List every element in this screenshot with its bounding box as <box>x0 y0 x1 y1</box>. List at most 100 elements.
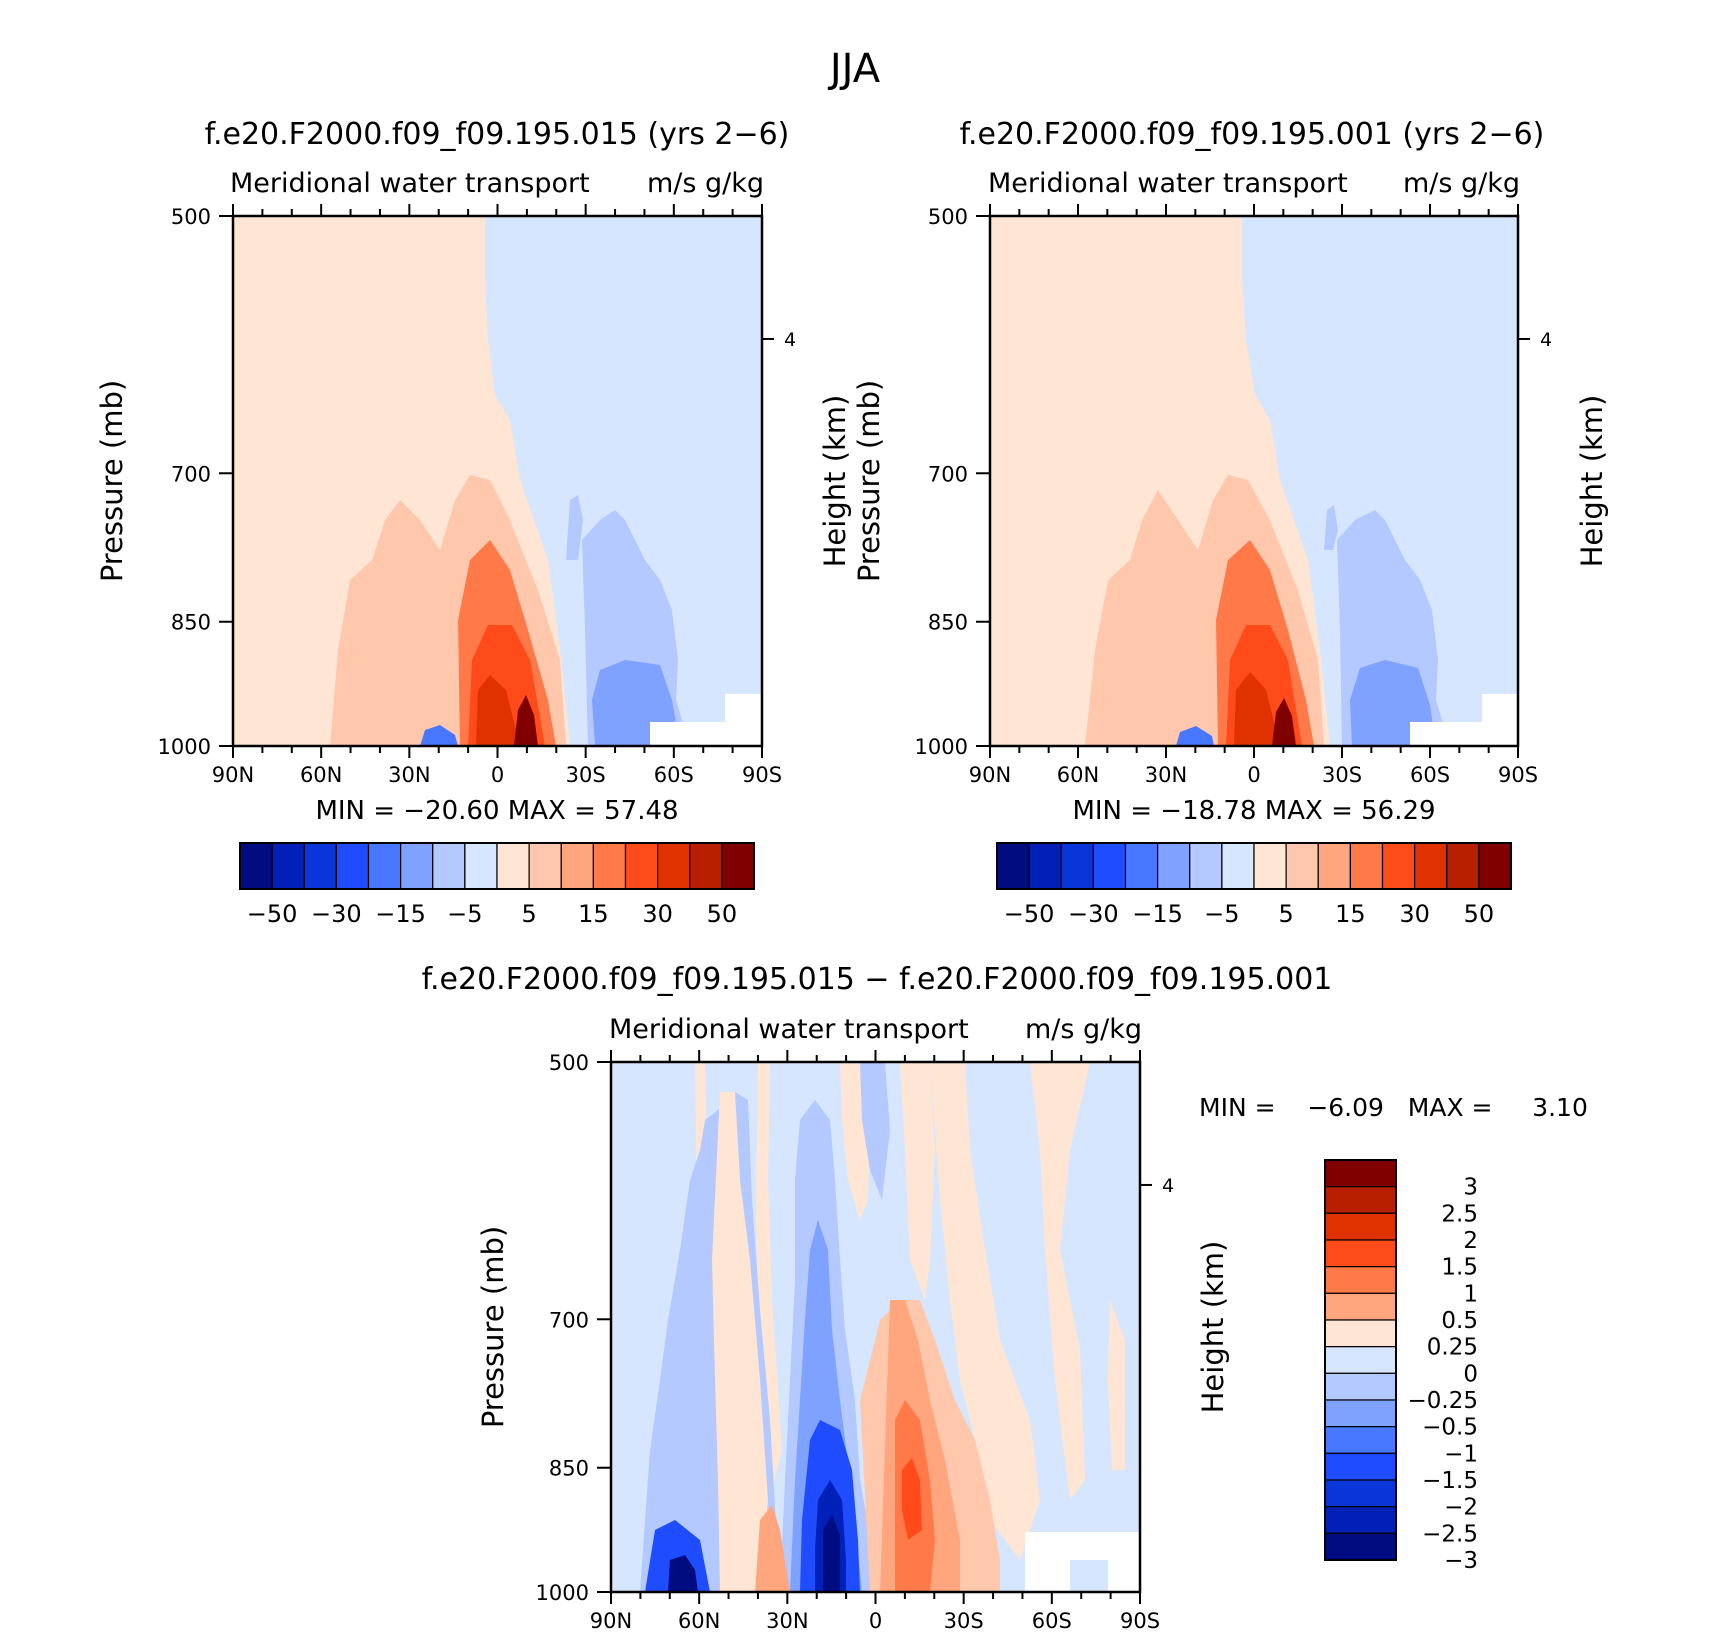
panel-3-colorbar-label: −2.5 <box>1422 1521 1478 1547</box>
panel-3-colorbar-swatch <box>1324 1346 1397 1374</box>
panel-1-right-tick-label: 4 <box>784 329 796 351</box>
panel-2-y-tick-label: 500 <box>928 205 968 229</box>
panel-1-colorbar-swatch <box>657 842 691 890</box>
panel-1-region-negative-small <box>566 495 583 560</box>
panel-3-colorbar-label: −3 <box>1444 1548 1478 1574</box>
panel-2-colorbar-swatch <box>1028 842 1062 890</box>
panel-2-x-tick-label: 60N <box>1057 763 1099 787</box>
panel-1-colorbar-label: 50 <box>707 900 738 928</box>
panel-2-region-missing <box>1410 694 1518 746</box>
panel-3-colorbar-label: −1.5 <box>1422 1468 1478 1494</box>
panel-2-y-axis-label: Pressure (mb) <box>852 380 886 582</box>
panel-1-colorbar-swatch <box>303 842 337 890</box>
panel-1-x-tick-label: 0 <box>491 763 504 787</box>
panel-1-colorbar-swatch <box>464 842 498 890</box>
panel-3-band-positive-d <box>900 1062 935 1300</box>
panel-1-contours <box>233 216 762 746</box>
panel-3-colorbar-swatch <box>1324 1479 1397 1508</box>
panel-1: f.e20.F2000.f09_f09.195.015 (yrs 2−6) Me… <box>95 117 852 928</box>
panel-3-band-positive-f <box>1030 1062 1090 1500</box>
panel-1-colorbar-label: 15 <box>578 900 609 928</box>
panel-1-right-axis-label: Height (km) <box>818 395 852 568</box>
figure-title: JJA <box>827 46 881 92</box>
panel-2-colorbar-label: −50 <box>1004 900 1055 928</box>
panel-3-right-tick-label: 4 <box>1162 1175 1174 1197</box>
panel-1-colorbar-swatch <box>560 842 594 890</box>
panel-3-y-axis-label: Pressure (mb) <box>476 1226 510 1428</box>
panel-2-y-tick-label: 700 <box>928 462 968 486</box>
panel-2-colorbar: −50 −30 −15 −5 5 15 30 50 <box>996 842 1512 928</box>
panel-3-colorbar-label: −1 <box>1444 1441 1478 1467</box>
panel-3-region-surface-minimum <box>668 1555 698 1592</box>
panel-1-region-missing <box>650 694 762 746</box>
panel-1-colorbar-swatch <box>335 842 370 890</box>
panel-3-colorbar-frame <box>1324 1159 1397 1561</box>
panel-3-colorbar-swatch <box>1324 1159 1397 1188</box>
panel-3-y-tick-label: 700 <box>549 1308 589 1332</box>
panel-1-colorbar-swatch <box>400 842 434 890</box>
panel-2-colorbar-swatch <box>1349 842 1384 890</box>
panel-2-colorbar-swatch <box>1285 842 1319 890</box>
panel-1-colorbar-swatch <box>592 842 627 890</box>
panel-2-title: f.e20.F2000.f09_f09.195.001 (yrs 2−6) <box>960 117 1545 152</box>
panel-3-band-positive-h <box>712 1092 768 1592</box>
panel-1-x-tick-label: 60N <box>300 763 342 787</box>
panel-1-region-surface-negative <box>420 725 458 746</box>
panel-3-region-missing-a <box>1025 1532 1070 1592</box>
panel-3-y-tick-label: 850 <box>549 1457 589 1481</box>
panel-3-contours <box>611 1062 1140 1592</box>
panel-3-band-positive-e <box>930 1062 1040 1560</box>
panel-3-region-positive-15 <box>902 1458 922 1540</box>
panel-2-colorbar-swatch <box>1221 842 1255 890</box>
panel-1-colorbar-swatch <box>721 842 755 890</box>
panel-1-y-tick-label: 1000 <box>158 735 211 759</box>
panel-1-colorbar-swatch <box>624 842 659 890</box>
panel-1-x-tick-label: 90N <box>212 763 254 787</box>
panel-2-colorbar-label: 50 <box>1464 900 1495 928</box>
panel-3-right-axis-label: Height (km) <box>1196 1241 1230 1414</box>
panel-1-colorbar-swatch <box>689 842 723 890</box>
panel-2-x-tick-label: 60S <box>1410 763 1450 787</box>
panel-2: f.e20.F2000.f09_f09.195.001 (yrs 2−6) Me… <box>852 117 1609 928</box>
panel-3-x-tick-label: 60S <box>1032 1609 1072 1633</box>
panel-3-colorbar-label: 0.5 <box>1441 1308 1478 1334</box>
panel-2-colorbar-swatch <box>1414 842 1448 890</box>
panel-3-x-tick-label: 60N <box>678 1609 720 1633</box>
panel-3-region-minimum <box>823 1515 840 1592</box>
panel-3-band-positive-g <box>1108 1300 1125 1470</box>
panel-2-x-tick-label: 30N <box>1145 763 1187 787</box>
panel-1-region-weak-negative <box>485 216 762 746</box>
panel-2-y-tick-label: 850 <box>928 611 968 635</box>
panel-2-colorbar-label: 30 <box>1399 900 1430 928</box>
panel-3-min-max: MIN = −6.09 MAX = 3.10 <box>1199 1093 1588 1122</box>
panel-3-colorbar-swatch <box>1324 1186 1397 1214</box>
panel-3-colorbar-label: −0.5 <box>1422 1415 1478 1441</box>
panel-2-region-negative-small <box>1324 505 1338 550</box>
panel-2-min-max: MIN = −18.78 MAX = 56.29 <box>1072 796 1435 826</box>
panel-3-x-tick-label: 30N <box>766 1609 808 1633</box>
panel-1-colorbar-label: −5 <box>447 900 482 928</box>
panel-3-region-surface-positive <box>755 1505 790 1592</box>
panel-2-region-positive-40 <box>1234 672 1280 746</box>
panel-3-colorbar-label: 0 <box>1463 1361 1478 1387</box>
panel-1-colorbar-swatch <box>367 842 402 890</box>
panel-1-colorbar-swatch <box>239 842 273 890</box>
panel-2-x-tick-label: 90S <box>1498 763 1538 787</box>
panel-1-x-tick-label: 90S <box>742 763 782 787</box>
panel-3-x-tick-label: 90N <box>590 1609 632 1633</box>
panel-1-colorbar-label: −50 <box>247 900 298 928</box>
panel-1-colorbar: −50 −30 −15 −5 5 15 30 50 <box>239 842 755 928</box>
panel-3-x-tick-label: 0 <box>869 1609 882 1633</box>
panel-3-colorbar-swatch <box>1324 1426 1397 1454</box>
panel-3-region-missing-c <box>1108 1532 1140 1592</box>
panel-2-colorbar-swatch <box>996 842 1030 890</box>
panel-3-x-tick-label: 30S <box>944 1609 984 1633</box>
panel-2-x-tick-label: 90N <box>969 763 1011 787</box>
panel-1-y-axis-label: Pressure (mb) <box>95 380 129 582</box>
panel-3-colorbar-label: −0.25 <box>1408 1388 1478 1414</box>
panel-3-region-missing-b <box>1070 1532 1108 1560</box>
panel-2-region-surface-negative <box>1176 726 1214 746</box>
panel-2-colorbar-swatch <box>1092 842 1127 890</box>
panel-1-x-tick-label: 30N <box>388 763 430 787</box>
panel-3-region-weak-negative-upper <box>860 1062 890 1200</box>
